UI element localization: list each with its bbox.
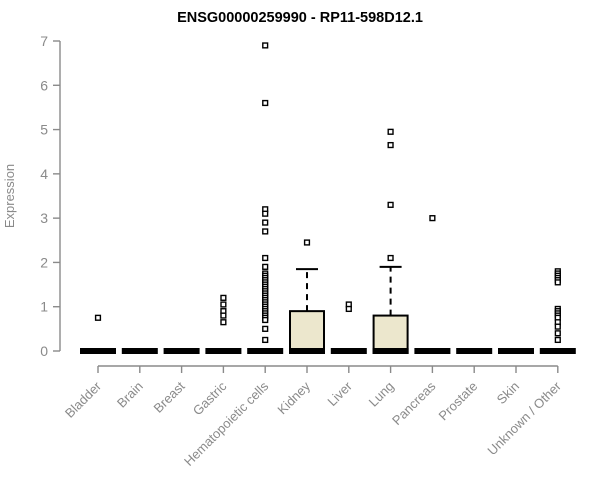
box-group <box>163 348 200 354</box>
outlier-point <box>262 254 269 262</box>
median-line <box>247 348 284 354</box>
y-tick-label: 2 <box>40 254 48 270</box>
median-line <box>121 348 158 354</box>
outlier-point <box>345 305 352 313</box>
median-line <box>330 348 367 354</box>
box-group <box>456 348 493 354</box>
median-line <box>289 348 325 354</box>
median-line <box>456 348 493 354</box>
outlier-point <box>220 294 227 301</box>
y-tick-label: 4 <box>40 166 48 182</box>
box-group <box>498 348 534 354</box>
x-tick-label: Kidney <box>274 378 313 417</box>
y-tick-label: 1 <box>40 299 48 315</box>
x-tick-label: Prostate <box>435 379 480 424</box>
x-tick-label: Lung <box>366 379 397 410</box>
chart-title: ENSG00000259990 - RP11-598D12.1 <box>177 10 423 26</box>
outlier-point <box>262 42 269 49</box>
outlier-point <box>262 219 269 226</box>
box-group <box>289 239 325 354</box>
box-group <box>372 128 409 355</box>
y-tick-label: 7 <box>40 33 48 49</box>
x-tick-label: Gastric <box>190 378 230 418</box>
outlier-point <box>262 210 269 217</box>
outlier-point <box>387 254 394 262</box>
y-tick-label: 3 <box>40 210 48 226</box>
outlier-point <box>220 312 227 319</box>
x-tick-label: Pancreas <box>389 378 439 428</box>
box-rect <box>372 314 409 355</box>
box-group <box>205 294 242 354</box>
outlier-point <box>429 215 436 222</box>
outlier-point <box>554 336 561 344</box>
median-line <box>414 348 451 354</box>
outlier-point <box>262 316 269 324</box>
box-group <box>414 215 451 354</box>
median-line <box>205 348 242 354</box>
box-group <box>539 268 576 354</box>
outlier-point <box>94 314 102 321</box>
outlier-point <box>220 301 227 308</box>
median-line <box>80 348 116 354</box>
median-line <box>498 348 534 354</box>
outlier-point <box>554 323 561 330</box>
outlier-point <box>303 239 311 246</box>
outlier-point <box>387 141 394 149</box>
outlier-point <box>554 330 561 337</box>
outlier-point <box>262 99 269 107</box>
outlier-point <box>262 263 269 270</box>
outlier-point <box>554 279 561 286</box>
median-line <box>539 348 576 354</box>
y-tick-label: 5 <box>40 122 48 138</box>
box-group <box>121 348 158 354</box>
box-group <box>247 42 284 354</box>
box-rect <box>289 310 325 354</box>
median-line <box>163 348 200 354</box>
x-tick-label: Breast <box>151 378 188 415</box>
outlier-point <box>262 325 269 332</box>
outlier-point <box>387 128 394 135</box>
x-tick-label: Bladder <box>62 378 105 421</box>
box-group <box>330 301 367 354</box>
outlier-point <box>262 336 269 344</box>
y-tick-label: 0 <box>40 343 48 359</box>
y-axis-label: Expression <box>2 164 17 228</box>
x-tick-label: Liver <box>324 378 355 409</box>
outlier-point <box>220 319 227 326</box>
x-tick-label: Skin <box>494 379 522 407</box>
median-line <box>372 348 409 354</box>
outlier-point <box>387 201 394 208</box>
x-tick-label: Brain <box>114 379 146 411</box>
outlier-point <box>262 228 269 235</box>
y-tick-label: 6 <box>40 77 48 93</box>
x-tick-label: Unknown / Other <box>484 378 564 458</box>
box-group <box>80 314 116 354</box>
